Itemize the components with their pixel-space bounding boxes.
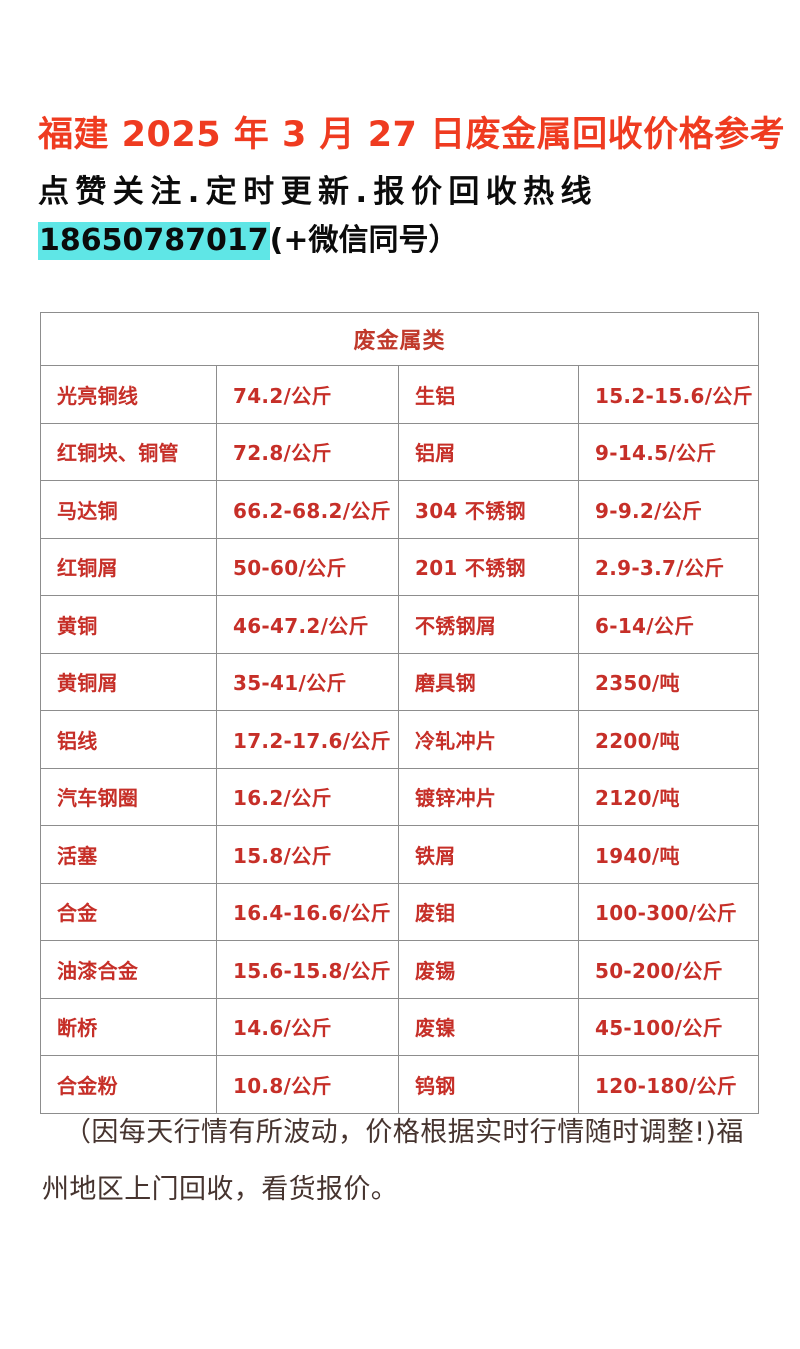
metal-price-cell: 1940/吨 xyxy=(577,825,760,884)
metal-name-cell: 生铝 xyxy=(398,365,579,424)
metal-name-cell: 钨钢 xyxy=(398,1055,579,1114)
metal-name-cell: 废镍 xyxy=(398,997,579,1056)
table-row: 油漆合金 15.6-15.8/公斤 废锡 50-200/公斤 xyxy=(40,940,760,999)
metal-name-cell: 冷轧冲片 xyxy=(398,710,579,769)
metal-name-cell: 黄铜屑 xyxy=(40,652,217,711)
metal-name-cell: 304 不锈钢 xyxy=(398,480,579,539)
table-row: 黄铜 46-47.2/公斤 不锈钢屑 6-14/公斤 xyxy=(40,595,760,654)
table-row: 合金 16.4-16.6/公斤 废钼 100-300/公斤 xyxy=(40,882,760,941)
metal-name-cell: 镀锌冲片 xyxy=(398,767,579,826)
table-header-title: 废金属类 xyxy=(39,312,760,366)
metal-name-cell: 合金 xyxy=(40,882,217,941)
metal-price-cell: 74.2/公斤 xyxy=(216,365,399,424)
metal-name-cell: 红铜屑 xyxy=(40,537,217,596)
header-block: 福建 2025 年 3 月 27 日废金属回收价格参考 点赞关注.定时更新.报价… xyxy=(38,112,786,261)
metal-price-cell: 2.9-3.7/公斤 xyxy=(577,537,760,596)
table-row: 红铜屑 50-60/公斤 201 不锈钢 2.9-3.7/公斤 xyxy=(40,537,760,596)
metal-name-cell: 铁屑 xyxy=(398,825,579,884)
metal-price-cell: 120-180/公斤 xyxy=(577,1055,760,1114)
metal-name-cell: 汽车钢圈 xyxy=(40,767,217,826)
metal-name-cell: 201 不锈钢 xyxy=(398,537,579,596)
price-table: 废金属类 光亮铜线 74.2/公斤 生铝 15.2-15.6/公斤 红铜块、铜管 72.8… xyxy=(39,312,760,1114)
phone-suffix: (+微信同号） xyxy=(269,223,459,258)
table-row: 活塞 15.8/公斤 铁屑 1940/吨 xyxy=(40,825,760,884)
metal-price-cell: 9-9.2/公斤 xyxy=(577,480,760,539)
metal-name-cell: 废锡 xyxy=(398,940,579,999)
footer-disclaimer: （因每天行情有所波动，价格根据实时行情随时调整!)福州地区上门回收，看货报价。 xyxy=(42,1117,744,1205)
metal-name-cell: 光亮铜线 xyxy=(40,365,217,424)
metal-price-cell: 46-47.2/公斤 xyxy=(216,595,399,654)
metal-price-cell: 35-41/公斤 xyxy=(216,652,399,711)
metal-name-cell: 废钼 xyxy=(398,882,579,941)
table-row: 光亮铜线 74.2/公斤 生铝 15.2-15.6/公斤 xyxy=(40,365,760,424)
metal-price-cell: 10.8/公斤 xyxy=(216,1055,399,1114)
metal-price-cell: 15.2-15.6/公斤 xyxy=(577,365,760,424)
metal-price-cell: 100-300/公斤 xyxy=(577,882,760,941)
metal-name-cell: 不锈钢屑 xyxy=(398,595,579,654)
table-row: 马达铜 66.2-68.2/公斤 304 不锈钢 9-9.2/公斤 xyxy=(40,480,760,539)
metal-name-cell: 合金粉 xyxy=(40,1055,217,1114)
table-row: 黄铜屑 35-41/公斤 磨具钢 2350/吨 xyxy=(40,652,760,711)
table-row: 铝线 17.2-17.6/公斤 冷轧冲片 2200/吨 xyxy=(40,710,760,769)
metal-price-cell: 9-14.5/公斤 xyxy=(577,422,760,481)
table-header-row: 废金属类 xyxy=(39,312,760,366)
metal-name-cell: 活塞 xyxy=(40,825,217,884)
price-table-body: 光亮铜线 74.2/公斤 生铝 15.2-15.6/公斤 红铜块、铜管 72.8/公斤 铝屑… xyxy=(40,365,760,1114)
metal-price-cell: 6-14/公斤 xyxy=(577,595,760,654)
metal-price-cell: 50-200/公斤 xyxy=(577,940,760,999)
price-table-container: 废金属类 光亮铜线 74.2/公斤 生铝 15.2-15.6/公斤 红铜块、铜管 72.8… xyxy=(39,312,760,1114)
metal-price-cell: 17.2-17.6/公斤 xyxy=(216,710,399,769)
metal-price-cell: 15.8/公斤 xyxy=(216,825,399,884)
contact-line: 18650787017(+微信同号） xyxy=(38,221,764,261)
metal-name-cell: 油漆合金 xyxy=(40,940,217,999)
metal-name-cell: 铝线 xyxy=(40,710,217,769)
metal-name-cell: 磨具钢 xyxy=(398,652,579,711)
metal-price-cell: 72.8/公斤 xyxy=(216,422,399,481)
metal-price-cell: 14.6/公斤 xyxy=(216,997,399,1056)
metal-name-cell: 断桥 xyxy=(40,997,217,1056)
table-row: 红铜块、铜管 72.8/公斤 铝屑 9-14.5/公斤 xyxy=(40,422,760,481)
metal-name-cell: 马达铜 xyxy=(40,480,217,539)
metal-price-cell: 2120/吨 xyxy=(577,767,760,826)
metal-price-cell: 2350/吨 xyxy=(577,652,760,711)
metal-price-cell: 16.4-16.6/公斤 xyxy=(216,882,399,941)
metal-price-cell: 45-100/公斤 xyxy=(577,997,760,1056)
table-row: 合金粉 10.8/公斤 钨钢 120-180/公斤 xyxy=(40,1055,760,1114)
metal-price-cell: 2200/吨 xyxy=(577,710,760,769)
phone-number[interactable]: 18650787017 xyxy=(38,222,270,260)
page-title: 福建 2025 年 3 月 27 日废金属回收价格参考 xyxy=(38,115,786,155)
table-row: 汽车钢圈 16.2/公斤 镀锌冲片 2120/吨 xyxy=(40,767,760,826)
metal-name-cell: 黄铜 xyxy=(40,595,217,654)
metal-price-cell: 50-60/公斤 xyxy=(216,537,399,596)
metal-name-cell: 红铜块、铜管 xyxy=(40,422,217,481)
metal-price-cell: 16.2/公斤 xyxy=(216,767,399,826)
metal-price-cell: 15.6-15.8/公斤 xyxy=(216,940,399,999)
page-subtitle: 点赞关注.定时更新.报价回收热线 xyxy=(38,174,598,210)
metal-name-cell: 铝屑 xyxy=(398,422,579,481)
table-row: 断桥 14.6/公斤 废镍 45-100/公斤 xyxy=(40,997,760,1056)
metal-price-cell: 66.2-68.2/公斤 xyxy=(216,480,399,539)
